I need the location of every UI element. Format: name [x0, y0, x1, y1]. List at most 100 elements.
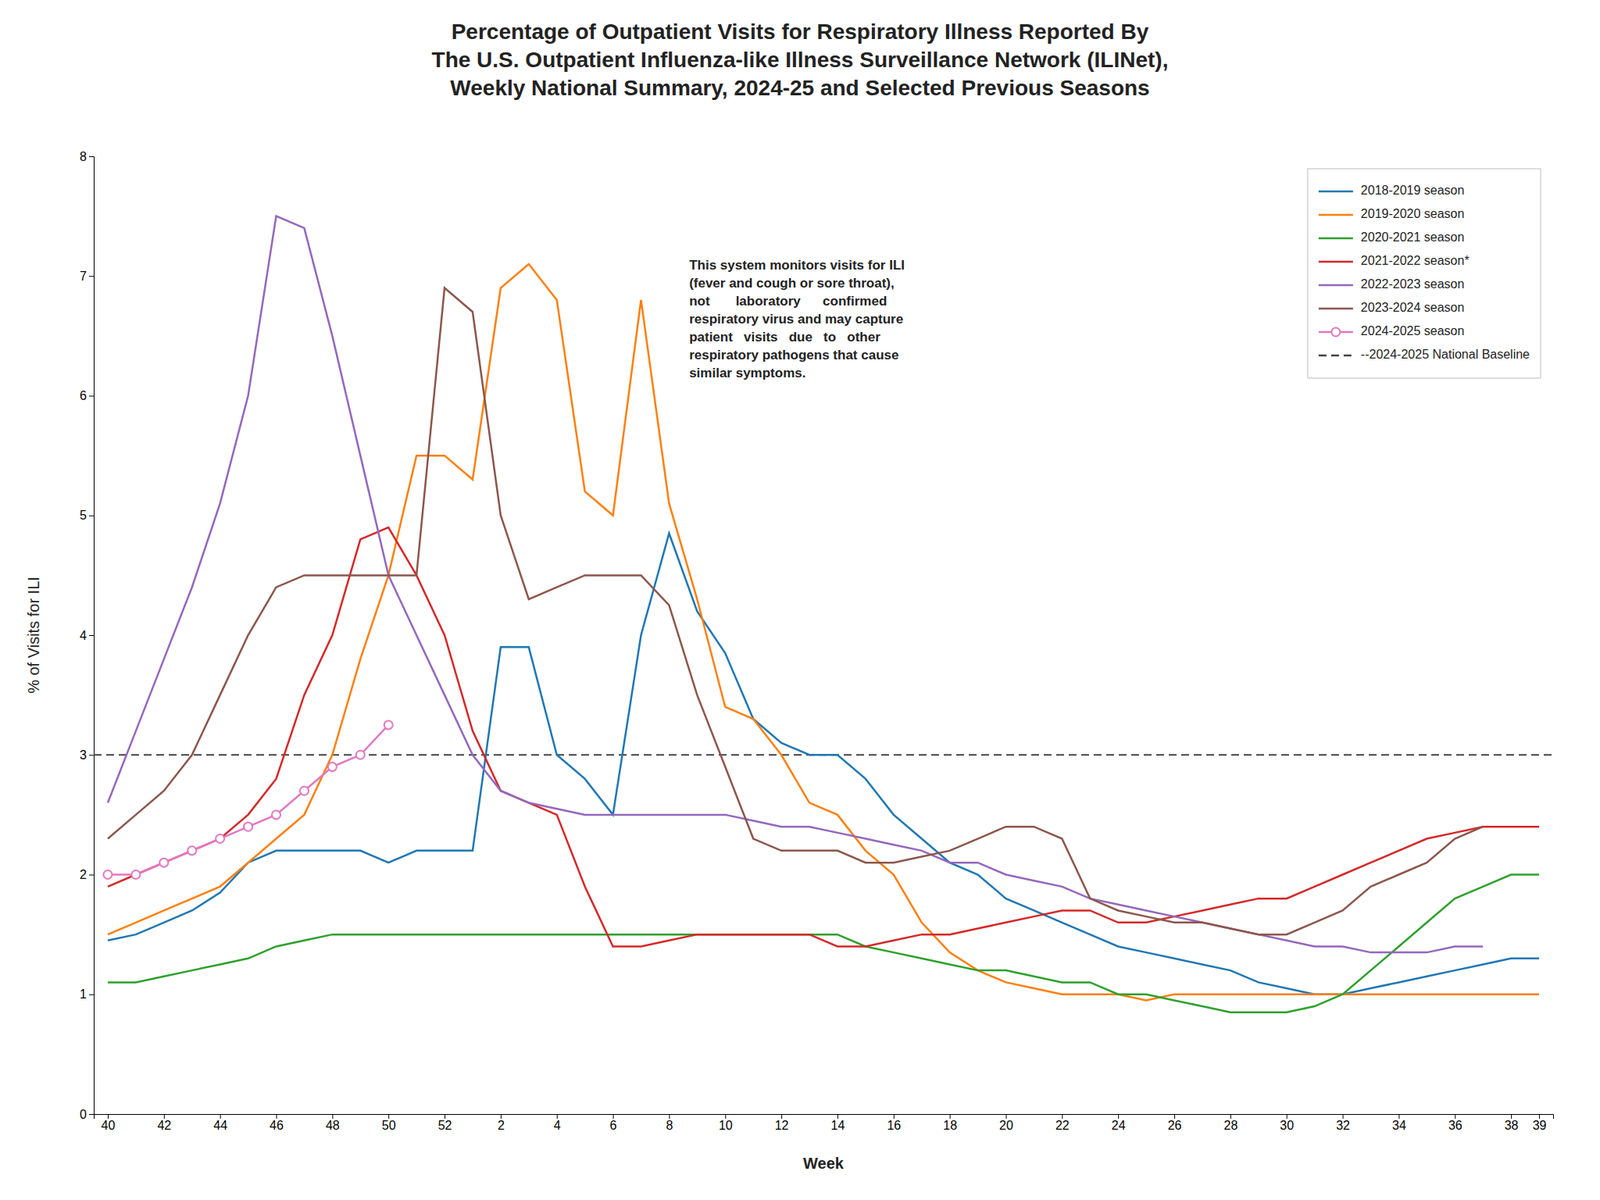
y-axis-line	[89, 157, 95, 1115]
x-tick: 22	[1055, 1114, 1070, 1133]
x-tick-label: 38	[1504, 1118, 1519, 1133]
x-tick-label: 16	[886, 1118, 901, 1133]
series	[107, 288, 1483, 936]
x-tick-label: 2	[497, 1118, 505, 1133]
x-tick-label: 42	[157, 1118, 172, 1133]
x-axis: 4042444648505224681012141618202224262830…	[94, 1114, 1554, 1133]
x-tick: 2	[497, 1114, 505, 1133]
x-tick-mark	[1006, 1114, 1008, 1119]
legend-swatch	[1318, 354, 1354, 358]
y-tick-mark	[89, 396, 94, 397]
legend-swatch	[1318, 237, 1354, 240]
series-line	[107, 875, 1540, 1013]
legend-item: --2024-2025 National Baseline	[1318, 347, 1530, 361]
x-tick: 24	[1111, 1114, 1126, 1133]
x-tick: 44	[213, 1114, 228, 1133]
x-tick: 8	[665, 1114, 673, 1133]
x-tick-label: 10	[718, 1118, 733, 1133]
x-tick-label: 44	[213, 1118, 228, 1133]
x-tick-label: 32	[1335, 1118, 1350, 1133]
legend-label: --2024-2025 National Baseline	[1360, 347, 1530, 361]
y-tick: 4	[79, 628, 94, 643]
legend-swatch	[1318, 214, 1354, 217]
x-tick-label: 26	[1167, 1118, 1183, 1133]
legend-label: 2019-2020 season	[1360, 207, 1465, 221]
x-tick-label: 22	[1055, 1118, 1070, 1133]
title-line: The U.S. Outpatient Influenza-like Illne…	[432, 47, 1169, 72]
x-tick: 30	[1279, 1114, 1294, 1133]
y-tick-label: 2	[79, 867, 87, 882]
x-tick: 14	[831, 1114, 846, 1133]
x-tick-label: 40	[101, 1118, 116, 1133]
legend-item: 2019-2020 season	[1318, 207, 1465, 221]
series-marker	[215, 834, 225, 843]
x-tick: 32	[1335, 1114, 1350, 1133]
x-tick-mark	[1174, 1114, 1175, 1119]
x-tick-label: 48	[325, 1118, 340, 1133]
x-tick-mark	[1454, 1114, 1456, 1119]
x-tick: 26	[1167, 1114, 1183, 1133]
x-tick-mark	[107, 1114, 109, 1119]
legend-item: 2021-2022 season*	[1318, 253, 1470, 268]
x-tick-label: 50	[382, 1118, 397, 1133]
x-tick-mark	[950, 1114, 951, 1119]
legend-label: 2023-2024 season	[1360, 300, 1465, 315]
annotation-line: not laboratory confirmed	[689, 293, 887, 309]
legend-marker	[1331, 328, 1340, 337]
x-axis-title: Week	[803, 1154, 845, 1172]
series-marker	[243, 822, 253, 832]
annotation-line: This system monitors visits for ILI	[689, 257, 905, 273]
series-marker	[300, 786, 309, 796]
legend-swatch	[1318, 260, 1354, 264]
x-tick-label: 46	[269, 1118, 284, 1133]
x-tick-mark	[164, 1114, 165, 1119]
legend-item: 2023-2024 season	[1318, 300, 1465, 315]
series-marker	[159, 858, 168, 868]
x-tick: 10	[718, 1114, 733, 1133]
x-tick-label: 30	[1279, 1118, 1294, 1133]
x-tick: 50	[382, 1114, 397, 1133]
y-tick: 1	[79, 987, 94, 1001]
legend-label: 2022-2023 season	[1360, 277, 1465, 291]
legend-item: 2022-2023 season	[1318, 277, 1465, 291]
series-marker	[271, 810, 281, 819]
legend: 2018-2019 season2019-2020 season2020-202…	[1307, 168, 1541, 379]
y-tick: 7	[79, 269, 94, 283]
x-tick-mark	[332, 1114, 333, 1119]
x-tick-label: 24	[1111, 1118, 1126, 1133]
y-tick-mark	[89, 635, 94, 636]
y-tick-label: 5	[79, 508, 87, 522]
x-tick-mark	[444, 1114, 446, 1119]
y-tick: 6	[79, 389, 94, 403]
y-tick-mark	[89, 1114, 94, 1115]
x-tick-mark	[837, 1114, 839, 1119]
annotation-line: respiratory virus and may capture	[689, 311, 904, 327]
y-tick-mark	[89, 754, 94, 756]
x-tick: 48	[325, 1114, 340, 1133]
y-tick-mark	[89, 515, 94, 517]
x-tick-label: 14	[831, 1118, 846, 1133]
x-tick: 38	[1504, 1114, 1519, 1133]
x-tick-label: 34	[1392, 1118, 1407, 1133]
x-tick-label: 36	[1448, 1118, 1463, 1133]
x-tick-label: 39	[1532, 1118, 1547, 1133]
x-tick: 36	[1448, 1114, 1463, 1133]
x-tick: 6	[610, 1114, 618, 1133]
x-axis-line	[94, 1114, 1554, 1120]
y-tick-label: 3	[79, 748, 87, 762]
x-tick-mark	[388, 1114, 390, 1119]
y-tick-label: 4	[79, 628, 87, 643]
legend-item: 2020-2021 season	[1318, 230, 1465, 244]
x-tick-label: 20	[999, 1118, 1014, 1133]
series-line	[107, 288, 1483, 936]
legend-item: 2024-2025 season	[1318, 324, 1465, 338]
series-line	[107, 527, 1540, 947]
annotation-line: (fever and cough or sore throat),	[689, 275, 895, 291]
x-tick: 18	[942, 1114, 958, 1133]
series-line	[107, 216, 1483, 953]
x-tick-label: 4	[553, 1118, 561, 1133]
x-tick-mark	[220, 1114, 222, 1119]
x-tick-mark	[1510, 1114, 1512, 1119]
y-tick: 2	[79, 867, 94, 882]
y-tick-label: 1	[79, 987, 87, 1001]
